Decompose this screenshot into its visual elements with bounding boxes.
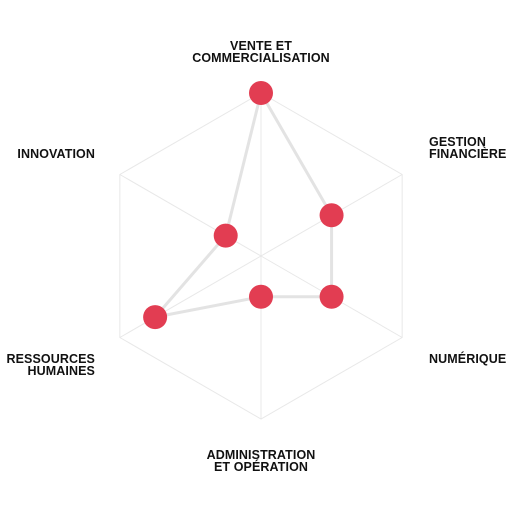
axis-label-line: COMMERCIALISATION xyxy=(192,51,330,65)
axis-label-rh: RESSOURCES HUMAINES xyxy=(6,352,95,378)
data-point-rh xyxy=(143,305,168,330)
axis-label-line: VENTE ET xyxy=(230,39,292,53)
axis-label-gestion: GESTION FINANCIÈRE xyxy=(429,135,506,161)
axis-label-line: INNOVATION xyxy=(17,147,95,161)
series-line xyxy=(153,91,334,319)
radar-series xyxy=(143,81,344,330)
data-point-innovation xyxy=(213,223,238,248)
axis-label-numerique: NUMÉRIQUE xyxy=(429,351,506,366)
axis-label-line: ET OPÉRATION xyxy=(214,459,308,474)
axis-label-line: GESTION xyxy=(429,135,486,149)
axis-label-innovation: INNOVATION xyxy=(17,147,95,161)
data-point-gestion xyxy=(319,203,344,228)
data-point-administration xyxy=(249,284,273,309)
grid-spoke-innovation xyxy=(119,174,262,257)
axis-label-line: NUMÉRIQUE xyxy=(429,351,506,366)
axis-labels: VENTE ET COMMERCIALISATION GESTION FINANCIÈ… xyxy=(6,39,506,474)
axis-label-administration: ADMINISTRATION ET OPÉRATION xyxy=(207,448,316,474)
axis-label-vente: VENTE ET COMMERCIALISATION xyxy=(192,39,330,65)
axis-label-line: HUMAINES xyxy=(28,364,95,378)
data-point-vente xyxy=(249,81,273,105)
axis-label-line: ADMINISTRATION xyxy=(207,448,316,462)
grid-spoke-rh xyxy=(119,255,262,338)
radar-grid xyxy=(119,92,403,420)
data-point-numerique xyxy=(319,284,344,309)
axis-label-line: RESSOURCES xyxy=(6,352,95,366)
axis-label-line: FINANCIÈRE xyxy=(429,146,506,161)
